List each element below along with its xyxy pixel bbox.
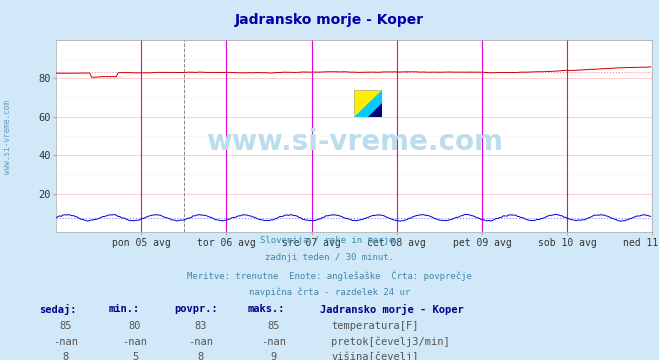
Text: 5: 5: [132, 352, 138, 360]
Text: 85: 85: [60, 321, 72, 332]
Text: Jadransko morje - Koper: Jadransko morje - Koper: [320, 304, 463, 315]
Text: www.si-vreme.com: www.si-vreme.com: [206, 128, 503, 156]
Polygon shape: [355, 90, 382, 117]
Text: -nan: -nan: [53, 337, 78, 347]
Text: min.:: min.:: [109, 304, 140, 314]
Text: 8: 8: [198, 352, 204, 360]
Text: navpična črta - razdelek 24 ur: navpična črta - razdelek 24 ur: [249, 288, 410, 297]
Text: 80: 80: [129, 321, 141, 332]
Text: povpr.:: povpr.:: [175, 304, 218, 314]
Text: pretok[čevelj3/min]: pretok[čevelj3/min]: [331, 337, 450, 347]
Text: 8: 8: [63, 352, 69, 360]
Text: -nan: -nan: [261, 337, 286, 347]
Text: temperatura[F]: temperatura[F]: [331, 321, 419, 332]
Text: Slovenija / reke in morje.: Slovenija / reke in morje.: [260, 236, 399, 245]
Text: -nan: -nan: [188, 337, 214, 347]
Text: www.si-vreme.com: www.si-vreme.com: [3, 100, 13, 174]
Text: 83: 83: [195, 321, 207, 332]
Polygon shape: [355, 90, 382, 117]
Text: 85: 85: [268, 321, 279, 332]
Text: Meritve: trenutne  Enote: anglešaške  Črta: povprečje: Meritve: trenutne Enote: anglešaške Črta…: [187, 270, 472, 281]
Text: zadnji teden / 30 minut.: zadnji teden / 30 minut.: [265, 253, 394, 262]
Text: Jadransko morje - Koper: Jadransko morje - Koper: [235, 13, 424, 27]
Polygon shape: [368, 103, 382, 117]
Text: višina[čevelj]: višina[čevelj]: [331, 352, 419, 360]
Text: 9: 9: [270, 352, 277, 360]
Text: sedaj:: sedaj:: [40, 304, 77, 315]
Text: maks.:: maks.:: [247, 304, 285, 314]
Text: -nan: -nan: [123, 337, 148, 347]
